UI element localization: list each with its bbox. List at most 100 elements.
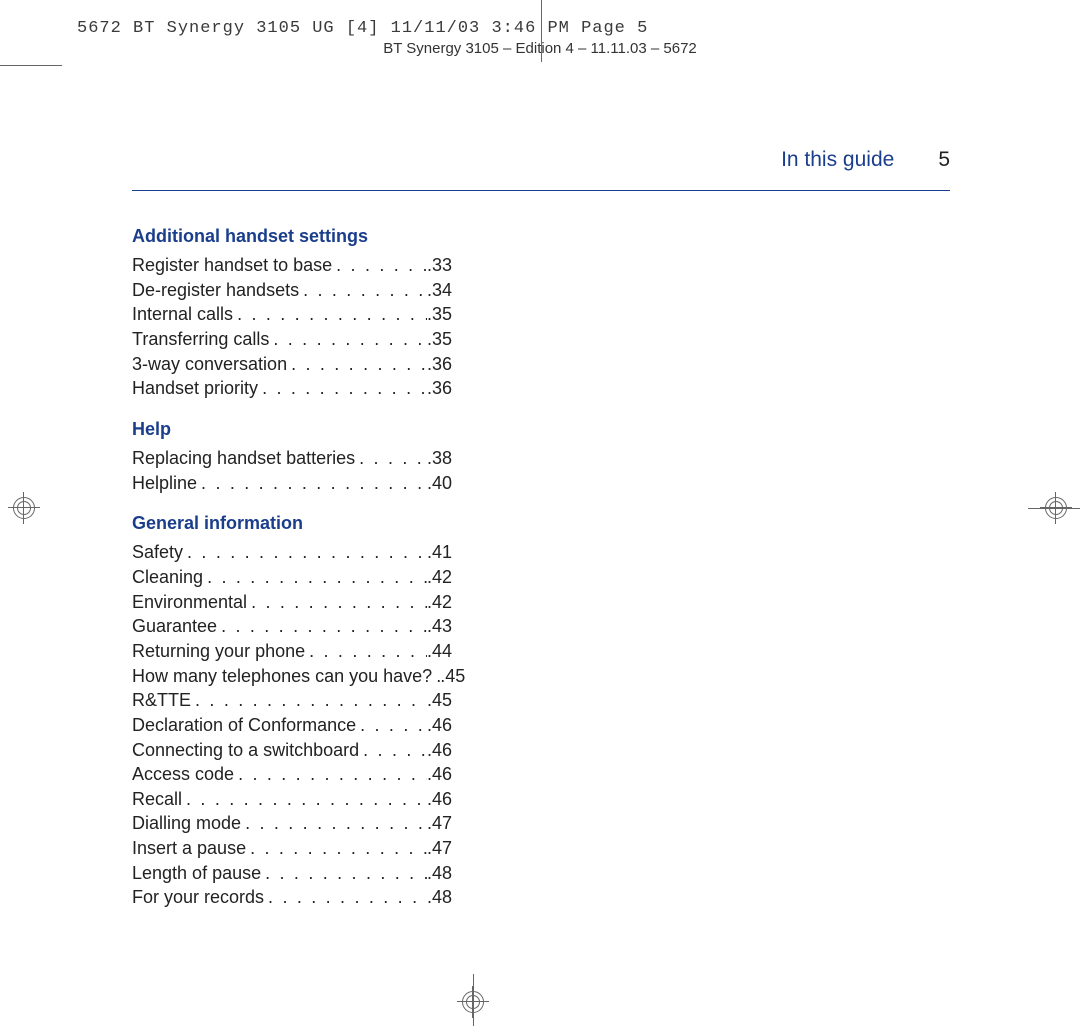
page-section-title: In this guide	[781, 148, 894, 172]
toc-entry-label: Returning your phone	[132, 639, 305, 664]
toc-dot-leader: . . . . . . . . . . . . . . . . . . . . …	[197, 471, 427, 496]
toc-entry: Helpline . . . . . . . . . . . . . . . .…	[132, 471, 452, 496]
table-of-contents: Additional handset settings Register hand…	[132, 226, 452, 910]
toc-entry-label: R&TTE	[132, 688, 191, 713]
toc-entry: Recall . . . . . . . . . . . . . . . . .…	[132, 787, 452, 812]
toc-entry: Cleaning . . . . . . . . . . . . . . . .…	[132, 565, 452, 590]
page-number: 5	[938, 148, 950, 172]
toc-entry-page: .35	[427, 302, 452, 327]
toc-entry-page: .34	[427, 278, 452, 303]
toc-entry-page: .36	[427, 376, 452, 401]
toc-entry-page: .44	[427, 639, 452, 664]
toc-dot-leader: . . . . . . . . . . . . . . . . . . . . …	[305, 639, 427, 664]
toc-dot-leader: . . . . . . . . . . . . . . . . . . . . …	[258, 376, 427, 401]
toc-entry-page: .48	[427, 861, 452, 886]
registration-mark-right	[1040, 492, 1072, 524]
toc-dot-leader: . . . . . . . . . . . . . . . . . . . . …	[183, 540, 427, 565]
toc-entry-page: .38	[427, 446, 452, 471]
toc-entry-label: Internal calls	[132, 302, 233, 327]
toc-dot-leader: . . . . . . . . . . . . . . . . . . . . …	[191, 688, 427, 713]
toc-entry-label: Handset priority	[132, 376, 258, 401]
toc-entry-label: Transferring calls	[132, 327, 269, 352]
toc-entry: Insert a pause . . . . . . . . . . . . .…	[132, 836, 452, 861]
toc-entry: Environmental . . . . . . . . . . . . . …	[132, 590, 452, 615]
toc-entry: Connecting to a switchboard . . . . . . …	[132, 738, 452, 763]
toc-entry-label: Declaration of Conformance	[132, 713, 356, 738]
toc-entry-label: Recall	[132, 787, 182, 812]
toc-dot-leader: . . . . . . . . . . . . . . . . . . . . …	[233, 302, 427, 327]
toc-entry-label: How many telephones can you have?	[132, 664, 432, 689]
toc-entry-page: .46	[427, 738, 452, 763]
toc-entry-page: .41	[427, 540, 452, 565]
toc-section-heading: General information	[132, 513, 452, 534]
toc-entry-page: .42	[427, 590, 452, 615]
toc-entry: Declaration of Conformance . . . . . . .…	[132, 713, 452, 738]
toc-entry-label: Dialling mode	[132, 811, 241, 836]
toc-dot-leader: . . . . . . . . . . . . . . . . . . . . …	[261, 861, 427, 886]
toc-dot-leader: . . . . . . . . . . . . . . . . . . . . …	[299, 278, 427, 303]
toc-entry-label: For your records	[132, 885, 264, 910]
toc-dot-leader: . . . . . . . . . . . . . . . . . . . . …	[246, 836, 427, 861]
toc-entry: Register handset to base . . . . . . . .…	[132, 253, 452, 278]
toc-entry: For your records . . . . . . . . . . . .…	[132, 885, 452, 910]
toc-entry-page: .47	[427, 836, 452, 861]
toc-entry-label: Insert a pause	[132, 836, 246, 861]
toc-entry-page: .35	[427, 327, 452, 352]
toc-dot-leader: . . . . . . . . . . . . . . . . . . . . …	[217, 614, 427, 639]
toc-dot-leader: . . . . . . . . . . . . . . . . . . . . …	[356, 713, 427, 738]
toc-entry-page: .40	[427, 471, 452, 496]
toc-entry-page: .45	[440, 664, 465, 689]
toc-entry: Handset priority . . . . . . . . . . . .…	[132, 376, 452, 401]
toc-dot-leader: . . . . . . . . . . . . . . . . . . . . …	[247, 590, 427, 615]
toc-entry: Guarantee . . . . . . . . . . . . . . . …	[132, 614, 452, 639]
toc-entry-page: .46	[427, 787, 452, 812]
toc-entry-label: Connecting to a switchboard	[132, 738, 359, 763]
toc-entry-page: .48	[427, 885, 452, 910]
toc-entry-page: .45	[427, 688, 452, 713]
toc-dot-leader: . . . . . . . . . . . . . . . . . . . . …	[355, 446, 427, 471]
toc-section-heading: Additional handset settings	[132, 226, 452, 247]
toc-entry-page: .46	[427, 762, 452, 787]
toc-entry-page: .36	[427, 352, 452, 377]
toc-entry: 3-way conversation . . . . . . . . . . .…	[132, 352, 452, 377]
toc-entry-page: .43	[427, 614, 452, 639]
toc-entry: Safety . . . . . . . . . . . . . . . . .…	[132, 540, 452, 565]
toc-entry-label: Helpline	[132, 471, 197, 496]
toc-dot-leader: . . . . . . . . . . . . . . . . . . . . …	[241, 811, 427, 836]
toc-entry: Length of pause . . . . . . . . . . . . …	[132, 861, 452, 886]
toc-entry: R&TTE . . . . . . . . . . . . . . . . . …	[132, 688, 452, 713]
toc-entry-label: Access code	[132, 762, 234, 787]
toc-entry-label: Guarantee	[132, 614, 217, 639]
toc-entry-label: Environmental	[132, 590, 247, 615]
toc-entry-label: Replacing handset batteries	[132, 446, 355, 471]
toc-entry-page: .46	[427, 713, 452, 738]
toc-entry: Replacing handset batteries . . . . . . …	[132, 446, 452, 471]
toc-dot-leader: . . . . . . . . . . . . . . . . . . . . …	[234, 762, 427, 787]
toc-dot-leader: . . . . . . . . . . . . . . . . . . . . …	[203, 565, 427, 590]
toc-dot-leader: . . . . . . . . . . . . . . . . . . . . …	[332, 253, 427, 278]
toc-entry-label: De-register handsets	[132, 278, 299, 303]
toc-dot-leader: . . . . . . . . . . . . . . . . . . . . …	[269, 327, 427, 352]
toc-entry-label: Safety	[132, 540, 183, 565]
toc-entry-label: Register handset to base	[132, 253, 332, 278]
toc-entry: How many telephones can you have? . . . …	[132, 664, 452, 689]
toc-entry-page: .47	[427, 811, 452, 836]
toc-entry: Transferring calls . . . . . . . . . . .…	[132, 327, 452, 352]
toc-dot-leader: . . . . . . . . . . . . . . . . . . . . …	[182, 787, 427, 812]
toc-dot-leader: . . . . . . . . . . . . . . . . . . . . …	[432, 664, 440, 689]
crop-mark-left	[0, 65, 62, 66]
toc-entry-label: Length of pause	[132, 861, 261, 886]
toc-section-heading: Help	[132, 419, 452, 440]
toc-entry: Dialling mode . . . . . . . . . . . . . …	[132, 811, 452, 836]
toc-entry: Access code . . . . . . . . . . . . . . …	[132, 762, 452, 787]
toc-entry-page: .33	[427, 253, 452, 278]
toc-entry-page: .42	[427, 565, 452, 590]
toc-dot-leader: . . . . . . . . . . . . . . . . . . . . …	[287, 352, 427, 377]
toc-dot-leader: . . . . . . . . . . . . . . . . . . . . …	[359, 738, 427, 763]
page-header: In this guide 5	[132, 148, 950, 191]
toc-entry: Internal calls . . . . . . . . . . . . .…	[132, 302, 452, 327]
toc-entry: Returning your phone . . . . . . . . . .…	[132, 639, 452, 664]
crop-mark-top	[541, 0, 542, 62]
registration-mark-bottom	[457, 986, 489, 1018]
toc-entry-label: 3-way conversation	[132, 352, 287, 377]
